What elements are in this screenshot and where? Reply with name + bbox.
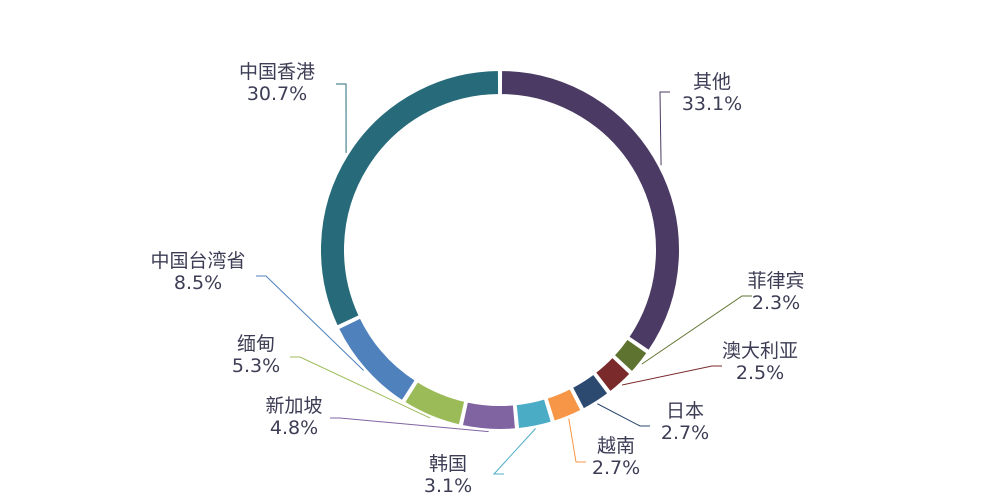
slice-value-3: 2.7% (661, 422, 709, 444)
slice-8 (336, 316, 418, 403)
slice-label-8: 中国台湾省 (150, 250, 245, 272)
slice-value-5: 3.1% (424, 475, 472, 497)
slice-7 (402, 379, 467, 427)
leader-line-7 (290, 356, 431, 419)
leader-line-5 (492, 428, 536, 475)
leader-line-4 (568, 418, 586, 463)
leader-line-9 (336, 83, 347, 153)
slice-label-4: 越南 (597, 435, 635, 457)
slice-label-0: 其他 (693, 71, 731, 93)
leader-line-8 (256, 275, 364, 371)
slice-label-9: 中国香港 (239, 61, 315, 83)
slice-2 (593, 355, 632, 394)
leader-lines-layer (256, 83, 752, 475)
slice-0 (499, 68, 681, 353)
leader-line-6 (330, 417, 489, 433)
slice-value-7: 5.3% (232, 355, 280, 377)
labels-layer: 其他33.1%菲律宾2.3%澳大利亚2.5%日本2.7%越南2.7%韩国3.1%… (150, 61, 804, 497)
slice-3 (570, 372, 610, 411)
leader-line-3 (597, 403, 650, 427)
slice-value-2: 2.5% (736, 362, 784, 384)
slices-layer (319, 68, 681, 431)
slice-1 (612, 337, 650, 374)
slice-label-5: 韩国 (429, 453, 467, 475)
slice-value-8: 8.5% (174, 272, 222, 294)
slice-value-6: 4.8% (270, 417, 318, 439)
slice-value-9: 30.7% (247, 83, 307, 105)
slice-label-6: 新加坡 (265, 395, 322, 417)
slice-label-3: 日本 (666, 400, 704, 422)
leader-line-2 (621, 365, 722, 386)
slice-value-0: 33.1% (682, 93, 742, 115)
slice-4 (545, 386, 583, 423)
slice-9 (319, 68, 501, 328)
leader-line-0 (659, 91, 670, 166)
slice-value-4: 2.7% (592, 457, 640, 479)
slice-label-1: 菲律宾 (747, 270, 804, 292)
slice-label-2: 澳大利亚 (722, 340, 798, 362)
slice-label-7: 缅甸 (237, 333, 275, 355)
leader-line-1 (641, 295, 752, 365)
slice-6 (460, 400, 518, 431)
slice-value-1: 2.3% (752, 292, 800, 314)
slice-5 (514, 397, 554, 431)
